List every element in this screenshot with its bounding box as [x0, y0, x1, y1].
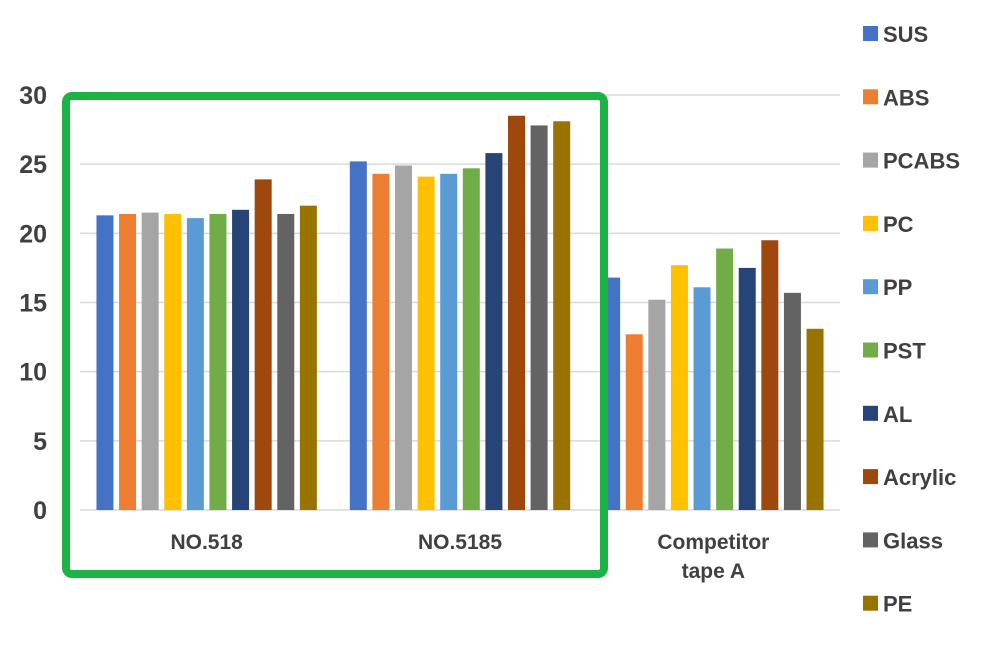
y-axis-ticks: 0 5 10 15 20 25 30 — [19, 82, 47, 525]
y-tick-label: 0 — [33, 497, 47, 525]
y-tick-label: 25 — [19, 151, 47, 179]
bar-pe — [806, 328, 824, 510]
legend-label: PCABS — [883, 149, 960, 174]
legend: SUS ABS PCABS PC PP PST AL Acrylic Glass PE — [863, 22, 960, 617]
bar-glass — [783, 292, 801, 510]
y-tick-label: 15 — [19, 290, 47, 318]
legend-label: ABS — [883, 85, 929, 110]
legend-swatch — [863, 89, 878, 105]
bar-glass — [530, 125, 548, 510]
legend-label: PC — [883, 212, 914, 237]
legend-label: PP — [883, 275, 912, 300]
legend-label: Glass — [883, 528, 943, 553]
legend-swatch — [863, 152, 878, 168]
x-category-label: NO.518 — [170, 531, 243, 554]
x-axis-categories: NO.518 NO.5185 Competitor tape A — [170, 531, 769, 583]
legend-swatch — [863, 469, 878, 485]
bar-sus — [96, 215, 114, 510]
bar-pcabs — [395, 165, 412, 511]
bar-acrylic — [508, 115, 525, 510]
x-category-label: NO.5185 — [418, 531, 502, 554]
bar-al — [232, 209, 250, 511]
bar-pe — [553, 121, 571, 511]
legend-label: AL — [883, 402, 912, 427]
bar-acrylic — [761, 240, 779, 510]
legend-swatch — [863, 26, 878, 41]
bars — [96, 115, 824, 511]
bar-glass — [277, 213, 295, 510]
legend-label: PST — [883, 339, 926, 364]
bar-pc — [164, 213, 182, 510]
bar-pp — [186, 218, 204, 510]
legend-swatch — [863, 279, 878, 295]
bar-pcabs — [648, 299, 666, 510]
y-tick-label: 30 — [19, 82, 47, 110]
legend-swatch — [863, 342, 878, 358]
y-tick-label: 5 — [33, 428, 47, 456]
bar-al — [738, 267, 756, 510]
bar-abs — [625, 334, 643, 510]
bar-acrylic — [254, 179, 272, 510]
bar-pp — [440, 173, 458, 510]
legend-swatch — [863, 595, 878, 611]
legend-label: SUS — [883, 22, 928, 47]
bar-pc — [417, 176, 435, 510]
y-tick-label: 20 — [19, 220, 47, 248]
x-category-label: Competitor tape A — [657, 531, 769, 583]
legend-label: Acrylic — [883, 465, 956, 490]
legend-swatch — [863, 405, 878, 421]
bar-abs — [372, 173, 390, 510]
bar-pst — [716, 248, 734, 511]
legend-label: PE — [883, 592, 912, 617]
bar-abs — [119, 213, 137, 510]
legend-swatch — [863, 532, 878, 548]
bar-pe — [299, 205, 317, 510]
bar-sus — [349, 161, 367, 510]
bar-pp — [693, 287, 711, 510]
bar-pst — [209, 213, 227, 510]
legend-swatch — [863, 215, 878, 231]
bar-pc — [670, 265, 688, 510]
bar-pst — [462, 168, 480, 511]
bar-al — [485, 153, 503, 510]
y-tick-label: 10 — [19, 359, 47, 387]
bar-pcabs — [141, 212, 159, 511]
highlight-box — [62, 92, 608, 578]
